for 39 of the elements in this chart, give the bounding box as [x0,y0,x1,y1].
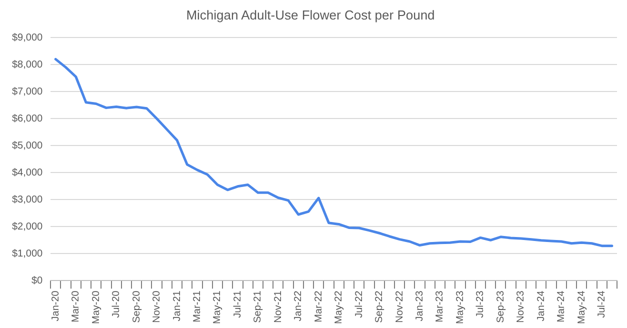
x-tick-label: Mar-22 [313,290,324,322]
x-tick-label: Sep-20 [131,290,142,323]
chart-title: Michigan Adult-Use Flower Cost per Pound [186,7,435,22]
y-tick-label: $2,000 [12,221,44,232]
x-tick-label: May-22 [334,290,345,324]
x-tick-label: Sep-22 [374,290,386,323]
x-tick-label: Jul-21 [232,290,244,318]
x-tick-label: Jul-22 [354,290,365,318]
y-tick-label: $7,000 [12,86,44,98]
x-tick-label: Mar-21 [192,290,203,322]
x-tick-label: May-23 [454,290,466,324]
x-tick-label: Nov-20 [152,290,163,323]
x-tick-label: May-21 [212,290,224,324]
x-tick-label: Jan-24 [536,290,547,322]
x-tick-label: Jul-23 [475,290,486,318]
y-tick-label: $0 [31,275,44,286]
x-tick-label: Nov-21 [272,290,284,323]
x-tick-label: Nov-23 [516,290,527,323]
x-tick-label: Mar-24 [556,290,568,322]
x-tick-label: Jan-20 [50,290,62,322]
x-tick-label: Jul-24 [596,290,608,318]
x-tick-label: Jul-20 [111,290,122,318]
y-tick-label: $5,000 [12,140,44,152]
y-tick-label: $3,000 [12,194,44,206]
x-tick-label: Jan-21 [172,290,183,322]
x-tick-label: Sep-23 [495,290,506,323]
x-tick-label: Mar-20 [70,290,82,322]
x-tick-label: Sep-21 [252,290,264,323]
y-tick-label: $4,000 [12,167,44,178]
x-tick-label: Jan-23 [414,290,426,322]
x-tick-label: Mar-23 [434,290,446,322]
x-tick-label: May-20 [90,290,102,324]
y-tick-label: $1,000 [12,248,44,260]
y-tick-label: $6,000 [12,113,44,124]
x-tick-label: May-24 [576,290,588,324]
x-tick-label: Nov-22 [394,290,406,323]
y-tick-label: $9,000 [12,32,44,44]
x-tick-label: Jan-22 [293,290,304,322]
y-tick-label: $8,000 [12,59,44,70]
